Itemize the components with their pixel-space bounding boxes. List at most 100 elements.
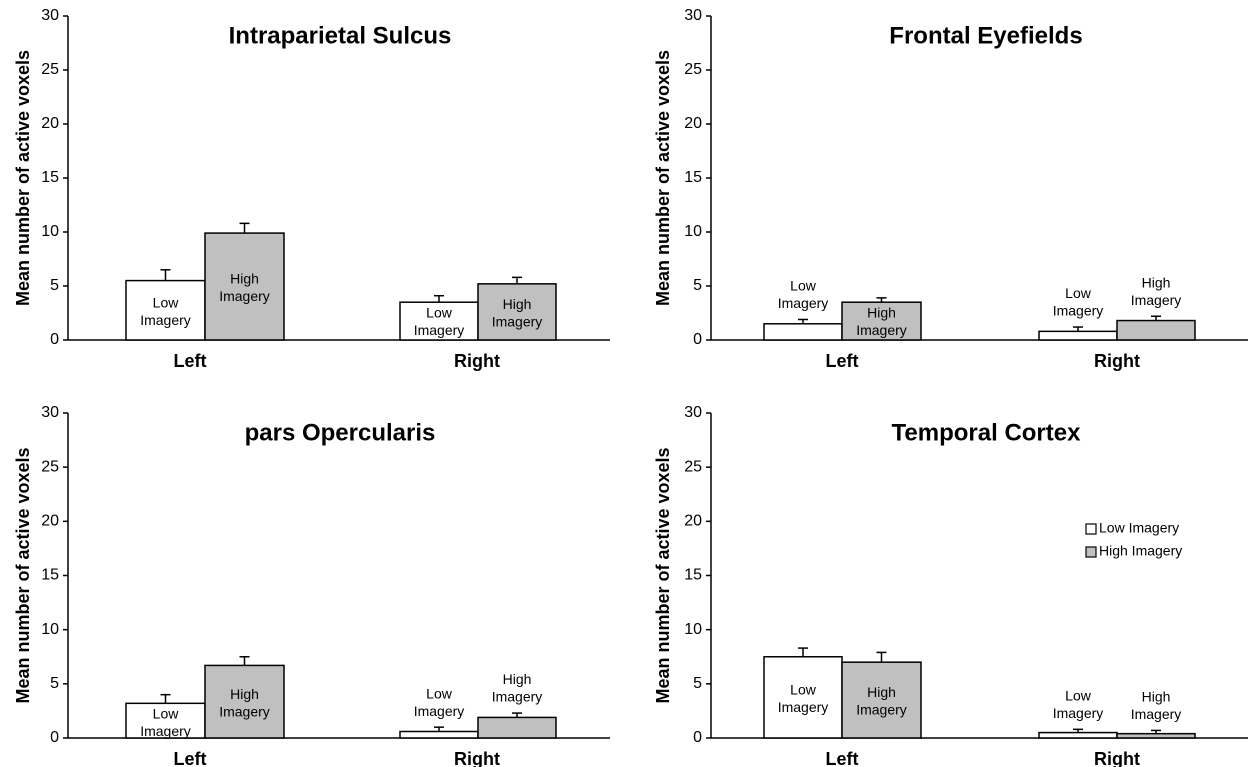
x-category-label: Left [174, 351, 207, 371]
x-category-label: Left [826, 749, 859, 767]
y-tick-label: 0 [50, 331, 59, 348]
bar-label-line: Imagery [140, 312, 191, 328]
bar-label-line: Imagery [492, 689, 543, 705]
legend-label: High Imagery [1099, 543, 1182, 559]
bar-label-line: Low [426, 304, 453, 320]
bar-label-line: Imagery [778, 699, 829, 715]
bar-low-left [763, 323, 843, 341]
x-category-label: Right [454, 749, 500, 767]
y-tick-label: 25 [684, 61, 702, 78]
bar-label-line: High [867, 684, 896, 700]
bar-label-line: Imagery [414, 322, 465, 338]
bar-low-left [125, 702, 206, 739]
bar-label-line: Low [1065, 285, 1092, 301]
chart-panel-4: Temporal Cortex Mean number of active vox… [653, 404, 1248, 767]
bar-low-right [1038, 731, 1118, 739]
bar-label-line: Imagery [414, 703, 465, 719]
y-tick-label: 10 [684, 621, 702, 638]
bar-label-line: Low [153, 294, 180, 310]
y-tick-label: 25 [41, 61, 59, 78]
y-tick-label: 20 [684, 513, 702, 530]
y-tick-label: 30 [41, 404, 59, 421]
bar-label-line: High [1142, 274, 1171, 290]
chart-title: Intraparietal Sulcus [229, 22, 452, 49]
bar-label: Low Imagery [140, 294, 191, 328]
bar-label-line: Low [790, 681, 817, 697]
y-tick-label: 0 [50, 729, 59, 746]
bar-label-line: Imagery [219, 703, 270, 719]
y-tick-label: 5 [693, 277, 702, 294]
y-tick-label: 5 [693, 675, 702, 692]
legend-swatch-low [1085, 523, 1097, 535]
bar-label: Low Imagery [1053, 285, 1104, 319]
bar-label-line: High [867, 304, 896, 320]
y-axis-label: Mean number of active voxels [653, 447, 673, 703]
bar-high-right [1116, 319, 1196, 341]
y-axis-label: Mean number of active voxels [13, 447, 33, 703]
bar-label: Low Imagery [778, 278, 829, 312]
chart-panel-3: pars Opercularis Mean number of active vo… [13, 404, 610, 767]
bar-label-line: Imagery [1131, 706, 1182, 722]
y-tick-label: 25 [684, 458, 702, 475]
x-category-label: Left [174, 749, 207, 767]
y-tick-label: 15 [41, 567, 59, 584]
bar-low-right [399, 301, 479, 341]
bar-high-left [204, 232, 285, 341]
bar-label-line: Imagery [1053, 705, 1104, 721]
y-tick-label: 5 [50, 277, 59, 294]
bar-low-left [763, 656, 843, 739]
bar-label-line: Low [426, 685, 453, 701]
y-tick-label: 30 [684, 404, 702, 421]
bar-label: High Imagery [492, 296, 543, 330]
bar-label: Low Imagery [1053, 687, 1104, 721]
bar-label: Low Imagery [140, 705, 191, 739]
chart-title: Frontal Eyefields [889, 22, 1082, 49]
bar-label-line: Imagery [1053, 303, 1104, 319]
bar-label: High Imagery [856, 684, 907, 718]
bar-low-right [1038, 330, 1118, 341]
y-tick-label: 20 [41, 115, 59, 132]
chart-panel-1: Intraparietal Sulcus Mean number of activ… [13, 7, 610, 371]
bar-high-left [841, 301, 922, 341]
bar-label: Low Imagery [414, 685, 465, 719]
bar-label: Low Imagery [778, 681, 829, 715]
legend-swatch-high [1085, 546, 1097, 558]
x-category-label: Right [454, 351, 500, 371]
y-tick-label: 15 [41, 169, 59, 186]
bar-label-line: High [1142, 689, 1171, 705]
y-tick-label: 15 [684, 169, 702, 186]
bar-label: High Imagery [1131, 689, 1182, 723]
y-tick-label: 25 [41, 458, 59, 475]
bar-label-line: Imagery [1131, 292, 1182, 308]
bar-label: Low Imagery [414, 304, 465, 338]
bar-low-right [399, 730, 479, 739]
y-tick-label: 10 [41, 223, 59, 240]
bar-high-left [841, 661, 922, 739]
y-axis-label: Mean number of active voxels [13, 50, 33, 306]
bar-label-line: High [230, 271, 259, 287]
bar-high-right [1116, 732, 1196, 739]
bar-label-line: High [503, 296, 532, 312]
bar-label-line: Imagery [856, 322, 907, 338]
y-tick-label: 30 [41, 7, 59, 24]
y-tick-label: 5 [50, 675, 59, 692]
y-tick-label: 20 [41, 513, 59, 530]
y-tick-label: 0 [693, 729, 702, 746]
bar-label-line: Low [1065, 687, 1092, 703]
y-tick-label: 30 [684, 7, 702, 24]
chart-title: pars Opercularis [245, 419, 436, 446]
bar-label: High Imagery [219, 686, 270, 720]
x-category-label: Right [1094, 749, 1140, 767]
y-axis-label: Mean number of active voxels [653, 50, 673, 306]
bar-label-line: Imagery [219, 288, 270, 304]
chart-title: Temporal Cortex [892, 419, 1082, 446]
bar-label: High Imagery [856, 304, 907, 338]
bar-label-line: Imagery [140, 723, 191, 739]
y-tick-label: 20 [684, 115, 702, 132]
bar-label-line: Imagery [778, 295, 829, 311]
legend: Low Imagery High Imagery [1085, 520, 1182, 559]
y-tick-label: 10 [41, 621, 59, 638]
bar-label-line: Imagery [856, 702, 907, 718]
bar-label-line: Imagery [492, 314, 543, 330]
